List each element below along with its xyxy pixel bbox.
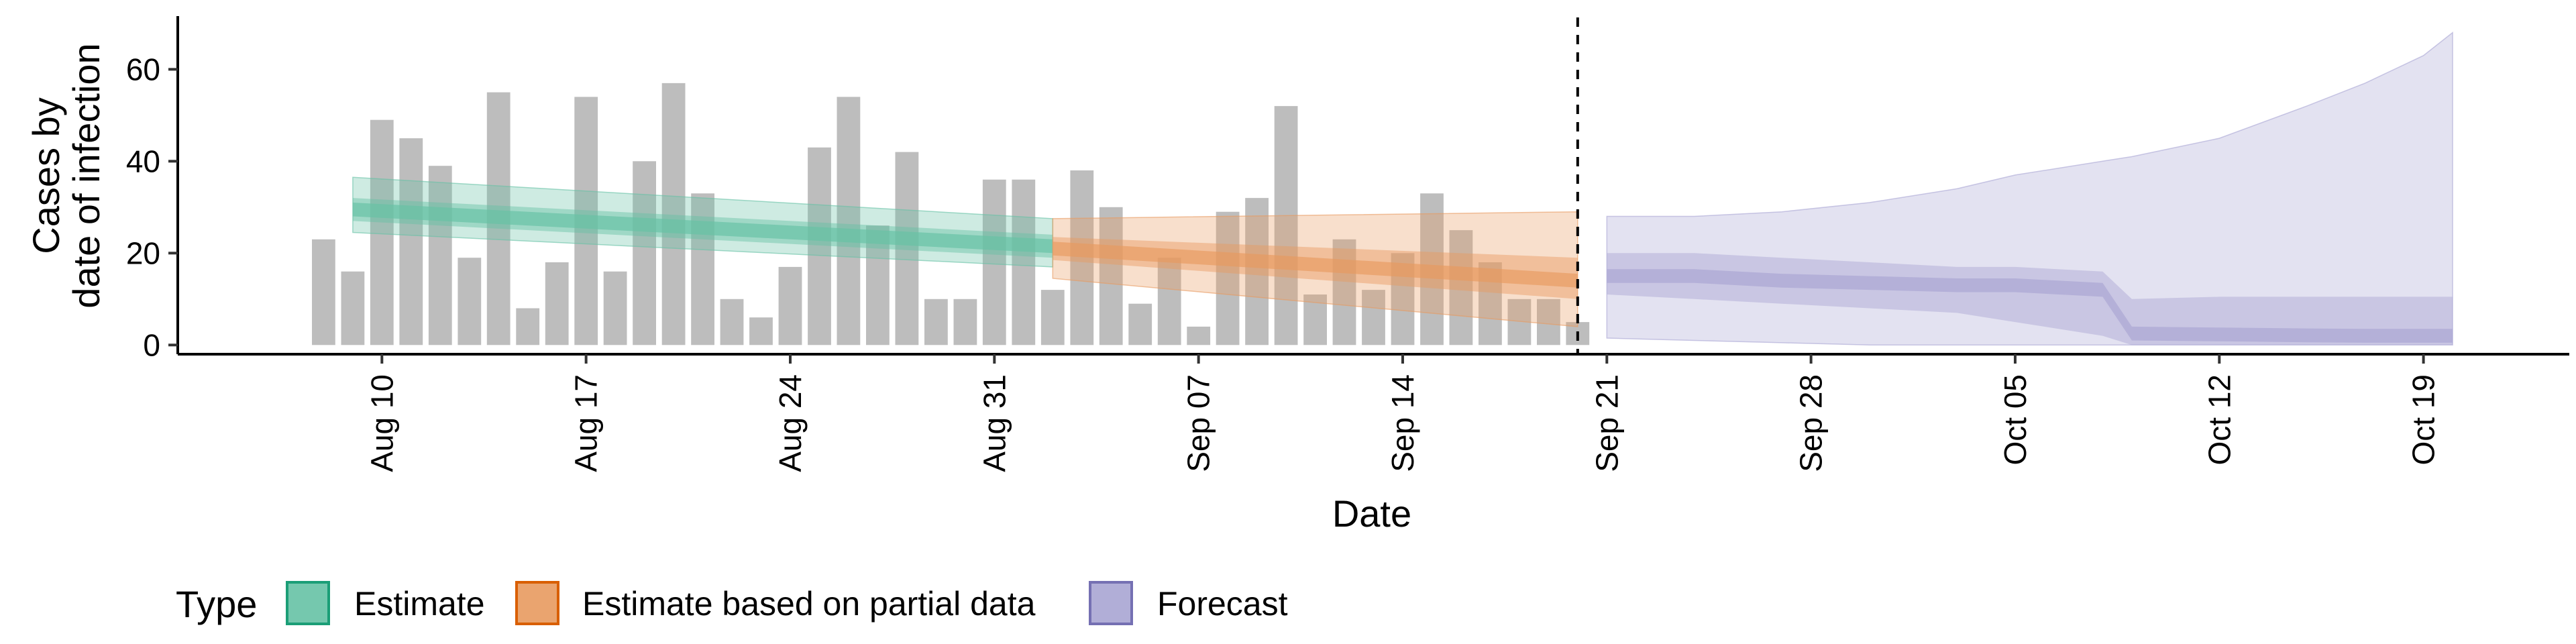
- legend-key-label: Estimate based on partial data: [582, 585, 1036, 623]
- series-outer-band: [1606, 31, 2453, 346]
- observed-case-bar: [953, 299, 977, 345]
- observed-case-bar: [428, 166, 452, 345]
- x-tick-label: Sep 14: [1385, 374, 1420, 472]
- legend-key-swatch: [286, 581, 330, 625]
- observed-case-bar: [691, 193, 714, 345]
- legend: Type Estimate Estimate based on partial d…: [176, 581, 1288, 625]
- y-axis-title-line-1: Cases by: [25, 97, 67, 254]
- observed-case-bar: [720, 299, 744, 345]
- observed-case-bar: [516, 308, 540, 345]
- observed-case-bar: [603, 271, 627, 345]
- x-tick-label: Oct 05: [1998, 374, 2033, 466]
- observed-case-bar: [661, 83, 686, 345]
- x-tick-label: Aug 10: [364, 374, 399, 472]
- x-tick-label: Aug 17: [569, 374, 604, 472]
- observed-case-bar: [1362, 290, 1385, 345]
- observed-case-bar: [545, 262, 569, 345]
- observed-case-bar: [749, 317, 773, 345]
- observed-case-bar: [1157, 258, 1181, 345]
- observed-case-bar: [1070, 170, 1094, 345]
- observed-case-bar: [1537, 299, 1560, 345]
- y-tick-label: 60: [126, 52, 160, 87]
- observed-case-bar: [633, 161, 656, 345]
- observed-case-bar: [924, 299, 948, 345]
- legend-key-swatch: [515, 581, 559, 625]
- series-median-band: [1607, 269, 2453, 343]
- observed-case-bar: [1128, 303, 1152, 345]
- y-tick-label: 0: [143, 327, 160, 362]
- legend-key-label: Estimate: [354, 585, 485, 623]
- observed-case-bar: [1332, 239, 1356, 345]
- observed-case-bar: [1187, 326, 1211, 345]
- observed-case-bar: [778, 266, 802, 345]
- x-tick-label: Sep 28: [1794, 374, 1829, 472]
- observed-case-bar: [341, 271, 365, 345]
- x-tick-label: Sep 21: [1589, 374, 1624, 472]
- observed-case-bar: [895, 152, 919, 345]
- observed-case-bar: [837, 97, 861, 345]
- observed-case-bar: [982, 179, 1006, 345]
- observed-case-bar: [1245, 198, 1269, 345]
- x-axis-title: Date: [1332, 492, 1411, 535]
- y-tick-label: 20: [126, 235, 160, 270]
- x-tick-label: Aug 24: [773, 374, 808, 472]
- observed-case-bar: [866, 225, 890, 345]
- series-median-band: [1053, 241, 1578, 288]
- observed-case-bar: [808, 147, 831, 345]
- legend-title: Type: [176, 583, 257, 625]
- observed-case-bar: [1449, 230, 1473, 345]
- axes: 0 20 40 60 Aug 10 Aug 17 Aug 24 Aug 31 Sep 07 Sep…: [126, 16, 2569, 472]
- observed-case-bar: [1040, 290, 1065, 345]
- y-tick-label: 40: [126, 144, 160, 178]
- observed-case-bar: [1274, 106, 1298, 345]
- series-median-band: [352, 203, 1053, 254]
- observed-case-bar: [1012, 179, 1036, 345]
- observed-case-bar: [370, 119, 394, 345]
- plot-area: [312, 17, 2453, 354]
- x-tick-label: Oct 19: [2406, 374, 2441, 466]
- observed-case-bar: [399, 138, 423, 345]
- legend-key-label: Forecast: [1157, 585, 1288, 623]
- observed-case-bar: [458, 258, 482, 345]
- legend-key-swatch: [1089, 581, 1133, 625]
- x-tick-label: Oct 12: [2202, 374, 2237, 466]
- observed-case-bar: [312, 239, 335, 345]
- observed-case-bar: [1216, 211, 1240, 345]
- x-tick-label: Sep 07: [1181, 374, 1216, 472]
- y-axis-title-line-2: date of infection: [65, 43, 107, 308]
- observed-case-bar: [1099, 207, 1123, 345]
- x-tick-label: Aug 31: [977, 374, 1012, 472]
